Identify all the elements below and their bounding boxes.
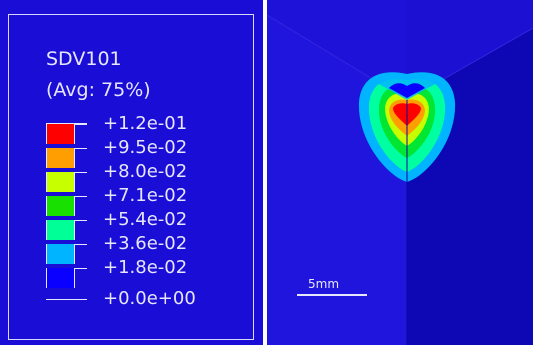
legend-tick	[75, 244, 87, 245]
legend-tick	[75, 268, 87, 269]
legend-label: +9.5e-02	[103, 137, 188, 158]
legend-panel: SDV101 (Avg: 75%) +1.2e-01 +9.5e-02 +8.0…	[0, 0, 263, 345]
scale-bar-label: 5mm	[308, 277, 340, 291]
stress-contour	[358, 72, 456, 182]
legend-swatch-4	[46, 196, 75, 216]
legend-frame	[8, 14, 254, 340]
model-face-top-right	[407, 0, 533, 100]
legend-label: +5.4e-02	[103, 209, 188, 230]
legend-label: +0.0e+00	[103, 288, 196, 309]
legend-tick	[75, 172, 87, 173]
legend-top-line	[46, 123, 87, 124]
legend-swatch-1	[46, 124, 75, 144]
legend-tick	[75, 196, 87, 197]
scale-bar	[297, 294, 367, 296]
legend-label: +8.0e-02	[103, 161, 188, 182]
legend-swatch-6	[46, 244, 75, 264]
legend-label: +7.1e-02	[103, 185, 188, 206]
fe-model-render	[267, 0, 533, 345]
legend-tick	[75, 148, 87, 149]
model-face-top-left	[267, 0, 407, 100]
legend-bottom-line	[46, 299, 87, 300]
model-viewport[interactable]: 5mm	[267, 0, 533, 345]
legend-tick	[75, 124, 87, 125]
legend-subtitle: (Avg: 75%)	[46, 79, 151, 101]
legend-label: +1.8e-02	[103, 257, 188, 278]
legend-tick	[75, 299, 87, 300]
legend-swatch-3	[46, 172, 75, 192]
legend-label: +1.2e-01	[103, 113, 188, 134]
legend-swatch-2	[46, 148, 75, 168]
legend-title: SDV101	[46, 48, 122, 70]
legend-label: +3.6e-02	[103, 233, 188, 254]
legend-swatch-7	[46, 268, 75, 288]
legend-tick	[75, 220, 87, 221]
legend-swatch-5	[46, 220, 75, 240]
